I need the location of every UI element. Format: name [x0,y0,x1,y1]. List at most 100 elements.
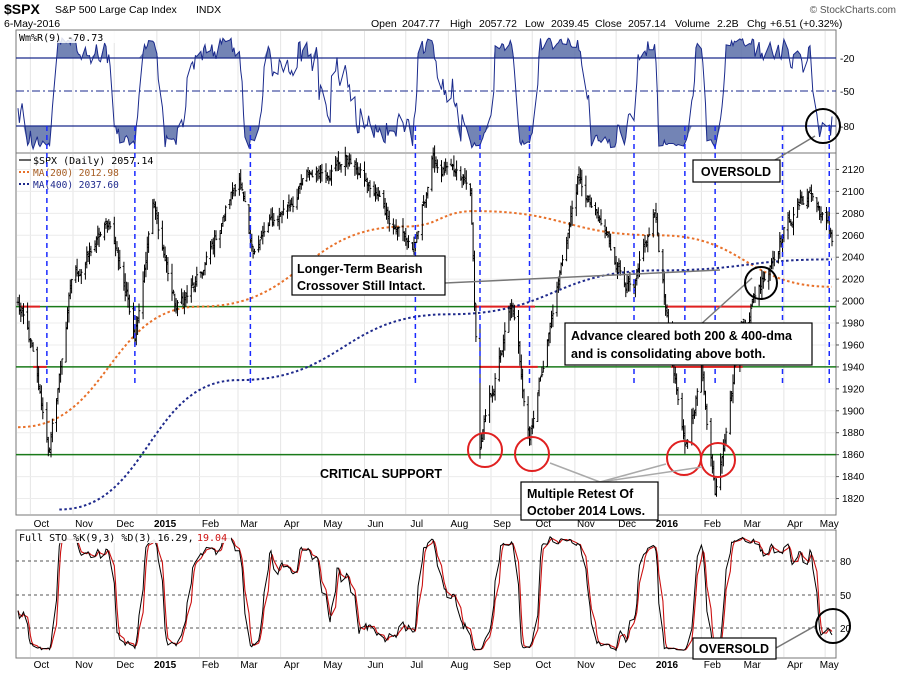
red-level-segments [20,305,751,368]
stoch-tick-80: 80 [840,557,852,568]
price-legend: $SPX (Daily) 2057.14 MA(200) 2012.98 MA(… [19,156,153,191]
williams-oversold-fill [18,126,832,149]
x-axis-label: May [323,519,342,530]
x-axis-label: Nov [75,519,93,530]
high-label: High [450,18,472,30]
volume-value: 2.2B [717,18,739,30]
low-value: 2039.45 [551,18,589,30]
change-value: +6.51 (+0.32%) [770,18,842,30]
x-axis-label: Oct [34,519,50,530]
retest-box [520,481,659,521]
watermark: © StockCharts.com [810,5,896,16]
williams-tick-80: -80 [840,122,855,133]
advance-pointer [699,277,753,326]
retest-pointer-1 [549,462,601,483]
price-bars [16,145,834,497]
x-axis-label: Apr [787,519,803,530]
high-value: 2057.72 [479,18,517,30]
oversold-bottom-circle [815,608,851,644]
williams-panel-content: -20 -50 -80 Wm%R(9) -70.73 [16,31,855,151]
bearish-pointer [444,269,721,284]
price-panel-content: 2120 2100 2080 2060 2040 2020 2000 1980 1960 1940… [16,145,865,511]
ma200-line [17,210,833,429]
bearish-box [291,255,446,296]
price-y-ticks: 2120 2100 2080 2060 2040 2020 2000 1980 1960 1940… [836,165,865,505]
x-axis-label: Apr [284,660,300,671]
price-y-tick-label: 1840 [842,472,865,483]
oversold-top-pointer [769,135,816,164]
oversold-connectors [46,126,830,384]
x-axis-label: Mar [240,660,258,671]
price-y-tick-label: 1920 [842,384,865,395]
x-axis-label: 2016 [656,519,679,530]
stoch-panel-content: 80 50 20 Full STO %K(9,3) %D(3) 16.29, 1… [16,531,852,652]
x-axis-label: 2015 [154,519,177,530]
x-axis-label: Dec [618,519,636,530]
open-label: Open [371,18,397,30]
x-axis-label: Nov [577,660,595,671]
williams-tick-50: -50 [840,87,855,98]
x-axis-label: Oct [535,660,551,671]
x-axis-label: May [820,519,839,530]
legend-ma400: MA(400) 2037.60 [33,180,119,191]
x-axis-label: Mar [744,660,762,671]
oversold-bottom-label: OVERSOLD [699,642,769,656]
index-name: S&P 500 Large Cap Index [55,4,178,16]
price-y-tick-label: 1980 [842,319,865,330]
bearish-line2: Crossover Still Intact. [297,279,426,293]
retest-circle-4 [700,442,736,478]
x-axis-label: Sep [493,519,511,530]
chart-date: 6-May-2016 [4,18,60,30]
stoch-legend-d: 19.04 [197,533,227,544]
retest-line1: Multiple Retest Of [527,487,634,501]
legend-price: $SPX (Daily) 2057.14 [33,156,153,167]
oversold-bottom-pointer [775,625,816,649]
x-axis-label: Mar [744,519,762,530]
stoch-tick-50: 50 [840,591,852,602]
williams-legend: Wm%R(9) -70.73 [19,33,103,44]
x-axis-label: Apr [787,660,803,671]
retest-line2: October 2014 Lows. [527,504,645,518]
price-y-tick-label: 2080 [842,209,865,220]
x-axis-label: Jun [367,660,383,671]
annotations: OVERSOLD Longer-Term Bearish Crossover S… [291,108,851,660]
price-y-tick-label: 2120 [842,165,865,176]
price-y-tick-label: 2040 [842,253,865,264]
crossover-circle [744,266,778,300]
x-axis-label: Dec [116,519,134,530]
price-y-tick-label: 1900 [842,406,865,417]
x-axis-label: Apr [284,519,300,530]
oversold-top-label: OVERSOLD [701,165,771,179]
x-axis-label: Aug [450,660,468,671]
price-y-tick-label: 1880 [842,428,865,439]
x-axis-label: Aug [450,519,468,530]
change-label: Chg [747,18,766,30]
x-axis-label: 2015 [154,660,177,671]
price-y-tick-label: 1820 [842,494,865,505]
price-y-tick-label: 2100 [842,187,865,198]
x-axis-label: Feb [704,519,722,530]
advance-line1: Advance cleared both 200 & 400-dma [571,329,793,343]
legend-ma200: MA(200) 2012.98 [33,168,119,179]
williams-overbought-fill [18,38,832,58]
price-y-tick-label: 2060 [842,231,865,242]
x-axis-label: Nov [577,519,595,530]
x-axis-label: May [820,660,839,671]
x-axis-label: Feb [202,519,220,530]
price-y-tick-label: 1960 [842,340,865,351]
retest-pointer-3 [599,466,703,483]
price-y-tick-label: 1860 [842,450,865,461]
x-axis-label: Nov [75,660,93,671]
x-axis-label: Jul [410,660,423,671]
x-axis-label: Feb [202,660,220,671]
advance-box [564,322,813,366]
price-y-tick-label: 2020 [842,275,865,286]
x-axis-label: Feb [704,660,722,671]
x-axis-labels-price: Oct Nov Dec 2015 Feb Mar Apr May Jun Jul Aug Sep Oct… [34,519,839,530]
x-axis-labels-stoch: Oct Nov Dec 2015 Feb Mar Apr May Jun Jul Aug Sep Oct… [34,660,839,671]
stoch-tick-20: 20 [840,624,852,635]
x-axis-label: Jul [410,519,423,530]
x-axis-label: Dec [618,660,636,671]
price-y-tick-label: 2000 [842,297,865,308]
